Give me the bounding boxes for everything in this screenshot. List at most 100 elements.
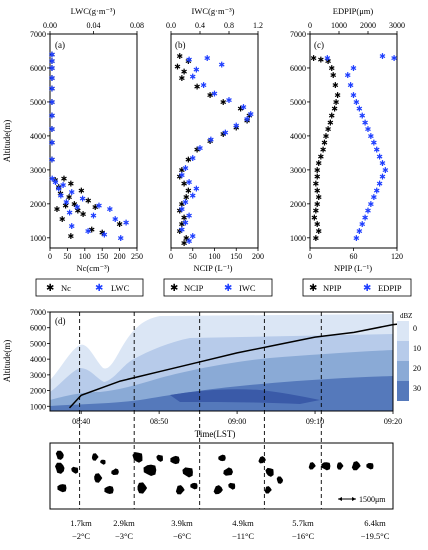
legend-marker-black: ✱ bbox=[309, 283, 317, 294]
data-point-lwc: ✱ bbox=[85, 227, 92, 236]
data-point-edpip: ✱ bbox=[362, 213, 369, 222]
y-tick-label: 6000 bbox=[30, 64, 46, 73]
panel-c-legend: ✱ NPIP ✱ EDPIP bbox=[302, 278, 412, 297]
panel-b-tag: (b) bbox=[175, 40, 186, 50]
data-point-lwc: ✱ bbox=[58, 191, 65, 200]
panel-a-legend: ✱ Nc ✱ LWC bbox=[35, 278, 144, 297]
data-point-edpip: ✱ bbox=[370, 139, 377, 148]
legend-lwc-label: LWC bbox=[111, 283, 130, 293]
panel-a-bottom-ticks: 0 50 100 150 200 250 bbox=[48, 248, 143, 261]
particle-image bbox=[91, 453, 99, 461]
particle-strip-frame bbox=[49, 442, 394, 510]
data-point-ncip: ✱ bbox=[183, 193, 190, 202]
colorbar-swatch-10 bbox=[397, 341, 409, 361]
data-point-lwc: ✱ bbox=[63, 198, 70, 207]
particle-image bbox=[265, 467, 274, 477]
data-point-iwc: ✱ bbox=[193, 185, 200, 194]
scale-bar: 1500μm bbox=[338, 495, 386, 504]
data-point-ncip: ✱ bbox=[179, 200, 186, 209]
legend-marker-blue: ✱ bbox=[363, 283, 371, 294]
data-point-edpip: ✱ bbox=[356, 227, 363, 236]
data-point-npip: ✱ bbox=[314, 186, 321, 195]
data-point-lwc: ✱ bbox=[96, 202, 103, 211]
data-point-ncip: ✱ bbox=[237, 105, 244, 114]
data-point-edpip: ✱ bbox=[350, 91, 357, 100]
panel-b-legend: ✱ NCIP ✱ IWC bbox=[163, 278, 273, 297]
panel-b-top-axis-label: IWC(g·m⁻³) bbox=[192, 6, 235, 16]
particle-image bbox=[143, 464, 157, 476]
data-point-nc: ✱ bbox=[59, 215, 66, 224]
data-point-iwc: ✱ bbox=[179, 171, 186, 180]
data-point-lwc: ✱ bbox=[66, 208, 73, 217]
data-point-lwc: ✱ bbox=[74, 203, 81, 212]
x-tick-label: 09:00 bbox=[228, 417, 246, 426]
y-tick-label: 1000 bbox=[30, 402, 46, 411]
data-point-nc: ✱ bbox=[68, 232, 75, 241]
data-point-npip: ✱ bbox=[318, 152, 325, 161]
panel-c-bottom-ticks: 0 60 120 bbox=[308, 248, 403, 261]
particle-column-labels: 1.7km −2°C 2.9km −3°C 3.9km −6°C 4.9km −11°C 5.7… bbox=[70, 518, 389, 541]
data-point-npip: ✱ bbox=[328, 112, 335, 121]
x-tick-label: 0.04 bbox=[87, 21, 101, 30]
data-point-nc: ✱ bbox=[49, 112, 56, 121]
x-tick-label: 0 bbox=[169, 252, 173, 261]
panel-a-y-axis-label: Altitude(m) bbox=[2, 120, 12, 163]
x-tick-label: 09:20 bbox=[384, 417, 402, 426]
data-point-iwc: ✱ bbox=[233, 122, 240, 131]
data-point-npip: ✱ bbox=[311, 213, 318, 222]
particle-image bbox=[71, 466, 79, 474]
data-point-npip: ✱ bbox=[333, 98, 340, 107]
data-point-edpip: ✱ bbox=[362, 118, 369, 127]
particle-altitude-label: 4.9km bbox=[232, 518, 254, 528]
particle-image bbox=[55, 462, 65, 474]
data-point-npip: ✱ bbox=[314, 166, 321, 175]
panel-d-tag: (d) bbox=[55, 316, 66, 326]
data-point-nc: ✱ bbox=[85, 196, 92, 205]
x-tick-label: 150 bbox=[96, 252, 108, 261]
data-point-iwc: ✱ bbox=[204, 54, 211, 63]
data-point-edpip: ✱ bbox=[376, 152, 383, 161]
panel-b-top-ticks: 0.0 0.4 0.8 1.2 bbox=[166, 21, 263, 34]
data-point-iwc: ✱ bbox=[200, 81, 207, 90]
particle-altitude-label: 2.9km bbox=[113, 518, 135, 528]
y-tick-label: 4000 bbox=[30, 132, 46, 141]
panel-b-bottom-axis-label: NCIP (L⁻¹) bbox=[193, 263, 232, 273]
data-point-iwc: ✱ bbox=[182, 219, 189, 228]
data-point-nc: ✱ bbox=[99, 229, 106, 238]
data-point-ncip: ✱ bbox=[207, 137, 214, 146]
data-point-ncip: ✱ bbox=[179, 74, 186, 83]
particle-image bbox=[182, 467, 193, 478]
particle-altitude-label: 3.9km bbox=[171, 518, 193, 528]
data-point-lwc: ✱ bbox=[68, 222, 75, 231]
x-tick-label: 0.0 bbox=[166, 21, 176, 30]
data-point-edpip: ✱ bbox=[391, 54, 398, 63]
data-point-lwc: ✱ bbox=[112, 215, 119, 224]
y-tick-label: 3000 bbox=[30, 371, 46, 380]
particle-altitude-label: 6.4km bbox=[364, 518, 386, 528]
data-point-ncip: ✱ bbox=[246, 112, 253, 121]
data-point-ncip: ✱ bbox=[179, 220, 186, 229]
data-point-ncip: ✱ bbox=[207, 91, 214, 100]
data-point-edpip: ✱ bbox=[376, 179, 383, 188]
data-point-ncip: ✱ bbox=[244, 117, 251, 126]
y-tick-label: 5000 bbox=[30, 339, 46, 348]
particle-image bbox=[104, 485, 114, 494]
data-point-nc: ✱ bbox=[52, 176, 59, 185]
scale-bar-label: 1500μm bbox=[359, 495, 386, 504]
data-point-iwc: ✱ bbox=[179, 205, 186, 214]
data-point-iwc: ✱ bbox=[189, 191, 196, 200]
data-point-iwc: ✱ bbox=[186, 55, 193, 64]
data-point-ncip: ✱ bbox=[185, 156, 192, 165]
x-tick-label: 120 bbox=[391, 252, 403, 261]
dbz-colorbar: dBZ 0 10 20 30 bbox=[397, 312, 421, 401]
data-point-ncip: ✱ bbox=[220, 98, 227, 107]
data-point-nc: ✱ bbox=[49, 74, 56, 83]
data-point-nc: ✱ bbox=[68, 179, 75, 188]
data-point-iwc: ✱ bbox=[182, 198, 189, 207]
data-point-ncip: ✱ bbox=[181, 67, 188, 76]
particle-image bbox=[351, 461, 361, 471]
particle-image bbox=[218, 454, 226, 462]
panel-a-top-axis-label: LWC(g·m⁻³) bbox=[71, 6, 116, 16]
data-point-lwc: ✱ bbox=[106, 205, 113, 214]
